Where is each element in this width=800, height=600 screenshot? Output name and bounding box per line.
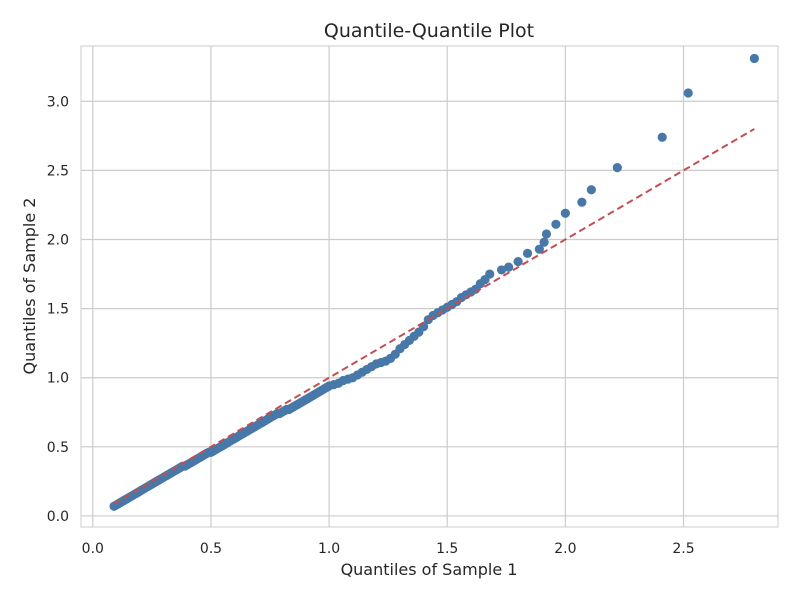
data-point [657, 132, 667, 142]
y-tick-label: 1.5 [47, 302, 69, 318]
data-point [504, 262, 514, 272]
data-point [551, 219, 561, 229]
data-point [539, 237, 549, 247]
x-axis-label: Quantiles of Sample 1 [341, 560, 518, 579]
y-tick-label: 3.0 [47, 94, 69, 110]
data-point [522, 248, 533, 258]
data-point [534, 244, 544, 254]
data-point [683, 88, 693, 98]
data-point [612, 163, 622, 173]
y-tick-labels: 0.0 0.5 1.0 1.5 2.0 2.5 3.0 [47, 94, 69, 525]
x-tick-label: 2.0 [554, 541, 576, 557]
data-point [560, 208, 570, 218]
data-point [577, 197, 587, 207]
y-tick-label: 0.5 [47, 440, 69, 456]
data-points [109, 53, 759, 511]
plot-area [81, 46, 778, 527]
data-point [749, 53, 759, 64]
x-tick-label: 1.0 [318, 541, 340, 557]
x-tick-label: 1.5 [436, 541, 458, 557]
plot-frame [80, 45, 779, 528]
x-tick-label: 0.0 [82, 541, 104, 557]
y-tick-label: 2.0 [47, 233, 69, 249]
data-point [513, 257, 523, 267]
reference-line [113, 128, 755, 505]
grid [81, 46, 778, 527]
y-axis-label: Quantiles of Sample 2 [20, 198, 39, 375]
data-point [496, 265, 507, 275]
data-point [586, 185, 596, 195]
y-tick-label: 1.0 [47, 371, 69, 387]
x-tick-labels: 0.0 0.5 1.0 1.5 2.0 2.5 [82, 541, 695, 557]
y-tick-label: 0.0 [47, 509, 69, 525]
data-point [485, 269, 495, 279]
data-point [541, 229, 552, 239]
x-tick-label: 2.5 [672, 541, 694, 557]
x-tick-label: 0.5 [200, 541, 222, 557]
chart-title: Quantile-Quantile Plot [324, 20, 534, 42]
y-tick-label: 2.5 [47, 163, 69, 179]
